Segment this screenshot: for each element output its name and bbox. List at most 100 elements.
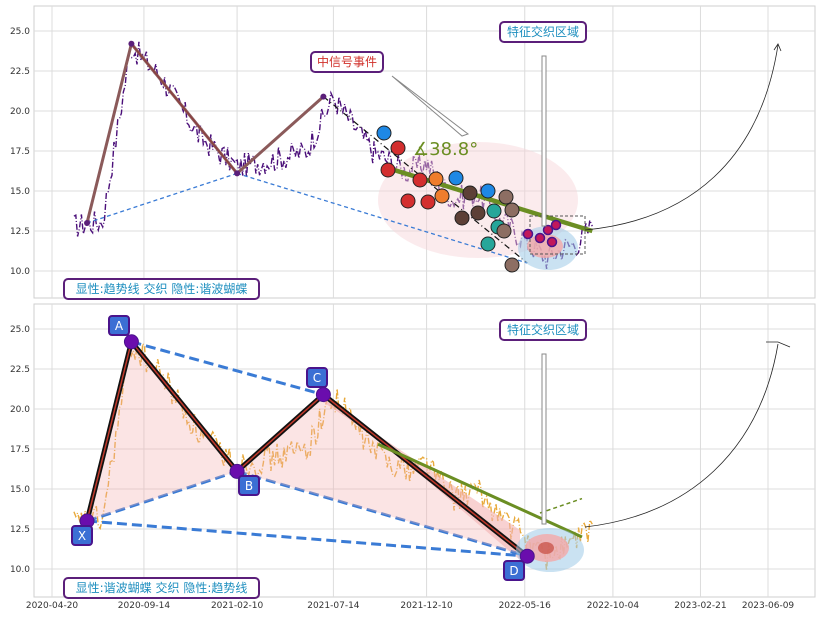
forecast-arrowhead (773, 43, 782, 52)
forecast-curve (584, 44, 779, 231)
small-marker (546, 236, 558, 248)
panel-bottom: 10.0 12.5 15.0 17.5 20.0 22.5 25.0 X A B C D 2020-04… (10, 303, 816, 611)
y-tick-label: 17.5 (10, 147, 30, 157)
signal-marker (480, 183, 496, 199)
annotation-text: 中信号事件 (317, 54, 377, 69)
x-tick-label: 2021-02-10 (211, 601, 264, 611)
signal-marker (462, 185, 478, 201)
harmonic-point-C (315, 387, 331, 403)
harmonic-label-box (503, 560, 525, 581)
signal-marker (420, 194, 436, 210)
harmonic-label-box (306, 367, 328, 388)
small-marker (534, 232, 546, 244)
small-marker (522, 228, 534, 240)
y-tick-label: 15.0 (10, 187, 30, 197)
annotation-box (499, 319, 587, 341)
signal-marker (428, 171, 444, 187)
x-tick-label: 2021-07-14 (307, 601, 360, 611)
trend-line-green-dashed (539, 497, 583, 514)
small-marker (542, 224, 554, 236)
trend-line-green (377, 442, 583, 539)
signal-marker (380, 162, 396, 178)
harmonic-label-B: B (245, 479, 253, 493)
harmonic-point-D (519, 548, 535, 564)
signal-marker (504, 202, 520, 218)
plot-frame (33, 5, 816, 299)
signal-marker (498, 189, 514, 205)
y-tick-label: 25.0 (10, 27, 30, 37)
signal-marker (434, 188, 450, 204)
signal-marker (480, 236, 496, 252)
annotation-text: 特征交织区域 (507, 24, 579, 39)
trend-line-dashed (236, 172, 528, 264)
trend-line-thick (394, 168, 593, 234)
harmonic-label-box (71, 525, 93, 546)
y-tick-label: 22.5 (10, 67, 30, 77)
harmonic-triangle-xab (87, 341, 238, 521)
annotation-text: 显性:趋势线 交织 隐性:谐波蝴蝶 (76, 281, 248, 296)
y-tick-label: 15.0 (10, 485, 30, 495)
x-tick-label: 2020-09-14 (118, 601, 171, 611)
signal-marker (412, 172, 428, 188)
signal-marker (470, 205, 486, 221)
harmonic-dashed-leg (131, 340, 324, 397)
feature-arrow-shaft (541, 353, 547, 525)
forecast-curve (584, 343, 779, 528)
angle-label: ∡38.8° (413, 139, 478, 160)
signal-marker (496, 223, 512, 239)
annotation-box (63, 278, 260, 300)
signal-marker (448, 170, 464, 186)
y-tick-label: 12.5 (10, 525, 30, 535)
harmonic-label-box (108, 315, 130, 336)
harmonic-solid-leg-inner (322, 394, 528, 557)
signal-marker (376, 125, 392, 141)
x-tick-label: 2022-05-16 (499, 601, 552, 611)
pivot-dot (128, 40, 135, 47)
harmonic-dashed-leg (86, 519, 528, 558)
annotation-box (310, 51, 384, 73)
harmonic-label-X: X (78, 529, 86, 543)
feature-arrow-shaft (541, 55, 547, 227)
signal-marker (504, 257, 520, 273)
x-tick-label: 2023-02-21 (674, 601, 726, 611)
harmonic-label-D: D (509, 564, 518, 578)
harmonic-solid-leg-inner (130, 341, 238, 472)
trend-line-thin (131, 43, 238, 174)
annotation-text: 显性:谐波蝴蝶 交织 隐性:趋势线 (76, 580, 248, 595)
annotation-box (499, 21, 587, 43)
y-tick-label: 25.0 (10, 325, 30, 335)
signal-marker (486, 203, 502, 219)
x-tick-label: 2023-06-09 (742, 601, 795, 611)
harmonic-label-C: C (313, 371, 321, 385)
pivot-dot (234, 170, 241, 177)
signal-marker (390, 140, 406, 156)
harmonic-point-A (123, 334, 139, 350)
price-line (73, 41, 593, 269)
forecast-arrowhead (766, 341, 791, 348)
y-tick-label: 12.5 (10, 227, 30, 237)
x-tick-label: 2021-12-10 (400, 601, 453, 611)
small-marker (550, 219, 562, 231)
x-tick-label: 2022-10-04 (587, 601, 640, 611)
x-tick-label: 2020-04-20 (26, 601, 79, 611)
harmonic-point-B (229, 463, 245, 479)
y-tick-label: 20.0 (10, 107, 30, 117)
y-tick-label: 10.0 (10, 267, 30, 277)
annotation-box (63, 577, 260, 599)
y-tick-label: 17.5 (10, 445, 30, 455)
y-tick-label: 22.5 (10, 365, 30, 375)
channel-shade (318, 395, 520, 560)
harmonic-dashed-leg (236, 469, 528, 558)
signal-marker (454, 210, 470, 226)
harmonic-label-A: A (115, 319, 124, 333)
harmonic-triangle-bcd (237, 394, 528, 557)
panel-top: 10.0 12.5 15.0 17.5 20.0 22.5 25.0 ∡38.8° 中信号事件 特… (10, 5, 816, 300)
trend-line-dashed (86, 172, 238, 224)
harmonic-dashed-leg (86, 469, 238, 523)
pivot-dot (320, 93, 327, 100)
y-tick-label: 20.0 (10, 405, 30, 415)
callout-arrow (391, 75, 470, 137)
zone-blob-core (538, 542, 554, 554)
